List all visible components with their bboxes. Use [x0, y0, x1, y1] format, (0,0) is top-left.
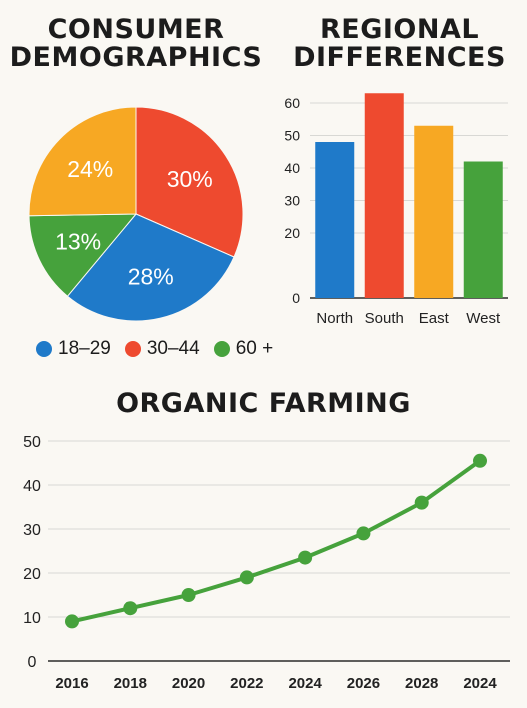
line-x-tick-label: 2022 — [230, 675, 263, 692]
bar — [315, 142, 355, 298]
legend-label: 60 + — [235, 338, 274, 359]
bar-y-tick-label: 40 — [284, 160, 300, 176]
line-point — [298, 550, 313, 565]
line-x-tick-label: 2024 — [463, 675, 497, 692]
line-x-tick-label: 2016 — [55, 675, 88, 692]
bar-y-tick-label: 50 — [284, 128, 300, 144]
line-point — [123, 601, 138, 616]
bar-y-tick-label: 0 — [292, 290, 300, 306]
bar-x-tick-label: South — [365, 310, 404, 327]
pie-title-line-1: CONSUMER — [47, 14, 225, 45]
line-y-tick-label: 40 — [23, 478, 41, 495]
bar-x-tick-label: West — [466, 310, 501, 327]
line-point — [239, 570, 254, 585]
legend-swatch — [213, 341, 230, 357]
legend-swatch — [36, 341, 52, 357]
line-x-tick-label: 2020 — [172, 675, 205, 692]
line-y-tick-label: 30 — [23, 522, 41, 539]
pie-slice-label: 30% — [167, 166, 213, 192]
legend-item: 30–44 — [124, 338, 200, 360]
line-x-tick-label: 2026 — [347, 675, 380, 692]
line-point — [356, 526, 371, 541]
pie-title-line-2: DEMOGRAPHICS — [9, 41, 263, 73]
line-x-tick-label: 2028 — [405, 675, 438, 692]
legend-label: 30–44 — [146, 338, 200, 359]
legend-label: 18–29 — [58, 338, 111, 359]
bar-y-tick-label: 60 — [284, 95, 300, 111]
bar-y-tick-label: 20 — [284, 225, 300, 241]
line-x-tick-label: 2024 — [288, 675, 322, 692]
line-y-tick-label: 0 — [28, 654, 37, 671]
bar-chart-title: REGIONAL DIFFERENCES — [272, 16, 527, 71]
line-point — [181, 588, 196, 602]
line-point — [65, 614, 79, 629]
pie-slice — [135, 106, 244, 258]
pie-slice — [28, 106, 137, 217]
legend-item: 18–29 — [36, 338, 111, 360]
bar-title-line-1: REGIONAL — [319, 14, 480, 45]
bar-x-tick-label: East — [419, 310, 450, 327]
legend-swatch — [124, 341, 141, 357]
pie-legend: 18–29 30–44 60 + — [36, 338, 273, 360]
bar — [463, 161, 503, 298]
line-y-tick-label: 50 — [23, 434, 41, 451]
pie-slice-label: 24% — [67, 156, 113, 182]
bar — [414, 125, 454, 298]
line-y-tick-label: 10 — [23, 610, 41, 627]
line-series — [71, 459, 482, 624]
bar-title-line-2: DIFFERENCES — [293, 41, 506, 73]
pie-slice-label: 13% — [55, 229, 101, 255]
pie-chart-title: CONSUMER DEMOGRAPHICS — [0, 16, 272, 71]
line-point — [414, 495, 429, 510]
line-chart-title: ORGANIC FARMING — [116, 388, 411, 419]
legend-item: 60 + — [213, 338, 274, 360]
line-y-tick-label: 20 — [23, 566, 41, 583]
pie-slice — [66, 213, 235, 322]
bar-y-tick-label: 30 — [284, 193, 300, 209]
pie-slice-label: 28% — [128, 263, 174, 289]
bar — [364, 93, 404, 298]
bar-x-tick-label: North — [316, 310, 353, 327]
line-x-tick-label: 2018 — [114, 675, 147, 692]
pie-slice — [28, 213, 138, 297]
line-point — [473, 453, 487, 468]
